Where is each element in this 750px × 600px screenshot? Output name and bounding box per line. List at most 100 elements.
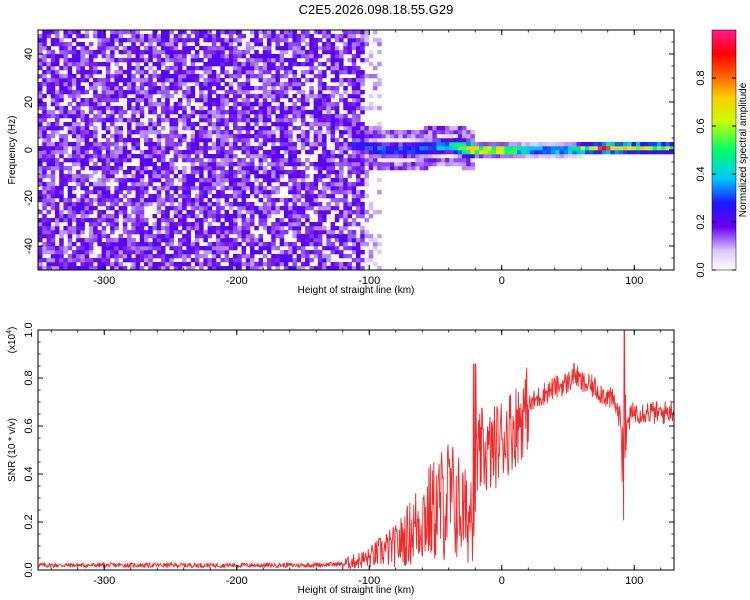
spectrogram-cell — [330, 70, 336, 75]
spectrogram-cell — [241, 146, 247, 151]
spectrogram-cell — [356, 182, 361, 187]
spectrogram-cell — [339, 162, 344, 167]
spectrogram-cell — [457, 150, 463, 155]
spectrogram-cell — [398, 138, 403, 143]
spectrogram-cell — [59, 166, 64, 171]
spectrogram-cell — [127, 38, 132, 43]
spectrogram-cell — [245, 238, 251, 243]
spectrogram-cell — [190, 66, 196, 71]
spectrogram-cell — [334, 38, 340, 43]
spectrogram-cell — [275, 190, 280, 195]
spectrogram-cell — [80, 118, 85, 123]
spectrogram-cell — [76, 258, 81, 263]
spectrogram-cell — [360, 106, 365, 111]
spectrogram-cell — [216, 126, 221, 131]
spectrogram-cell — [97, 114, 102, 119]
spectrogram-cell — [199, 162, 204, 167]
spectrogram-cell — [97, 78, 102, 83]
spectrogram-cell — [292, 250, 297, 255]
spectrogram-cell — [262, 82, 268, 87]
spectrogram-cell — [262, 222, 268, 227]
spectrogram-cell — [177, 142, 183, 147]
spectrogram-cell — [139, 174, 145, 179]
spectrogram-cell — [59, 146, 64, 151]
spectrogram-cell — [372, 66, 378, 71]
spectrogram-cell — [165, 138, 170, 143]
spectrogram-cell — [445, 150, 450, 155]
spectrogram-cell — [288, 98, 293, 103]
spectrogram-cell — [347, 154, 353, 159]
spectrogram-cell — [173, 110, 179, 115]
spectrogram-cell — [139, 198, 145, 203]
spectrogram-cell — [275, 262, 280, 267]
spectrogram-cell — [478, 146, 484, 151]
spectrogram-cell — [186, 126, 191, 131]
spectrogram-cell — [190, 58, 196, 63]
spectrogram-cell — [59, 38, 64, 43]
spectrogram-cell — [300, 250, 306, 255]
spectrogram-cell — [211, 142, 217, 147]
spectrogram-cell — [457, 126, 463, 131]
spectrogram-cell — [228, 214, 234, 219]
spectrogram-cell — [275, 226, 280, 231]
spectrogram-cell — [67, 178, 73, 183]
spectrogram-cell — [283, 42, 289, 47]
spectrogram-cell — [76, 78, 81, 83]
spectrogram-cell — [288, 198, 293, 203]
spectrogram-cell — [466, 130, 471, 135]
spectrogram-cell — [283, 134, 289, 139]
spectrogram-cell — [88, 86, 94, 91]
spectrogram-cell — [63, 174, 68, 179]
spectrogram-cell — [139, 34, 145, 39]
spectrogram-cell — [254, 150, 259, 155]
spectrogram-cell — [423, 154, 429, 159]
spectrogram-cell — [63, 66, 68, 71]
spectrogram-cell — [173, 82, 179, 87]
spectrogram-cell — [351, 38, 357, 43]
spectrogram-cell — [266, 246, 272, 251]
spectrogram-cell — [292, 266, 297, 271]
spectrogram-cell — [258, 86, 264, 91]
spectrogram-cell — [254, 266, 259, 271]
spectrogram-cell — [144, 38, 149, 43]
spectrogram-cell — [279, 170, 285, 175]
spectrogram-cell — [207, 62, 213, 67]
spectrogram-cell — [42, 250, 47, 255]
spectrogram-cell — [398, 134, 403, 139]
spectrogram-cell — [224, 214, 230, 219]
spectrogram-cell — [288, 86, 293, 91]
spectrogram-cell — [296, 82, 302, 87]
spectrogram-cell — [292, 258, 297, 263]
spectrogram-cell — [228, 118, 234, 123]
spectrogram-cell — [356, 206, 361, 211]
spectrogram-cell — [110, 106, 115, 111]
spectrogram-cell — [194, 166, 200, 171]
spectrogram-cell — [50, 182, 56, 187]
spectrogram-cell — [305, 138, 310, 143]
spectrogram-cell — [76, 126, 81, 131]
spectrogram-cell — [160, 174, 166, 179]
spectrogram-cell — [118, 206, 124, 211]
spectrogram-cell — [67, 86, 73, 91]
spectrogram-cell — [216, 74, 221, 79]
spectrogram-cell — [105, 70, 111, 75]
spectrogram-cell — [347, 142, 353, 147]
spectrogram-cell — [283, 170, 289, 175]
spectrogram-cell — [322, 206, 327, 211]
spectrogram-cell — [118, 210, 124, 215]
spectrogram-cell — [42, 74, 47, 79]
spectrogram-cell — [389, 134, 395, 139]
spectrogram-cell — [67, 210, 73, 215]
spectrogram-cell — [152, 46, 158, 51]
spectrogram-cell — [211, 114, 217, 119]
spectrogram-cell — [254, 114, 259, 119]
spectrogram-cell — [279, 66, 285, 71]
spectrogram-cell — [199, 46, 204, 51]
spectrogram-cell — [63, 166, 68, 171]
spectrogram-cell — [186, 194, 191, 199]
spectrogram-cell — [67, 258, 73, 263]
spectrogram-cell — [199, 226, 204, 231]
spectrogram-cell — [283, 34, 289, 39]
spectrogram-cell — [360, 58, 365, 63]
spectrogram-cell — [309, 222, 314, 227]
